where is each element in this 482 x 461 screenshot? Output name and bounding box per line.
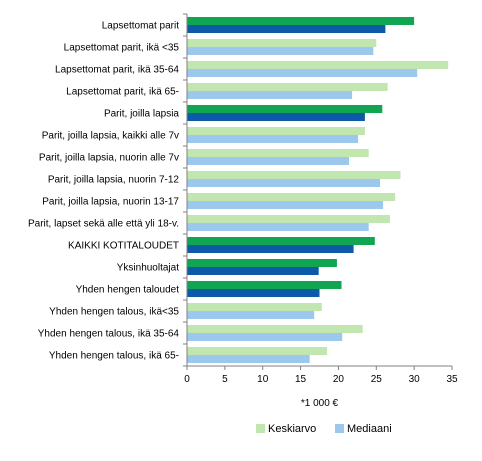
- legend-swatch: [256, 424, 265, 433]
- bar-mediaani: [187, 91, 353, 99]
- category-label: Yhden hengen talous, ikä 35-64: [38, 329, 180, 340]
- legend-swatch: [335, 424, 344, 433]
- bar-keskiarvo: [187, 237, 375, 245]
- x-tick-label: 0: [184, 374, 190, 385]
- bar-keskiarvo: [187, 61, 449, 69]
- bar-keskiarvo: [187, 259, 337, 267]
- x-tick-label: 35: [446, 374, 458, 385]
- bar-mediaani: [187, 245, 354, 253]
- bar-mediaani: [187, 25, 386, 33]
- category-label: Parit, joilla lapsia: [104, 109, 179, 120]
- bar-keskiarvo: [187, 347, 328, 355]
- bar-keskiarvo: [187, 149, 369, 157]
- bar-mediaani: [187, 201, 384, 209]
- category-label: KAIKKI KOTITALOUDET: [68, 241, 179, 252]
- bar-mediaani: [187, 333, 343, 341]
- bar-keskiarvo: [187, 171, 401, 179]
- category-label: Lapsettomat parit: [102, 21, 179, 32]
- category-label: Lapsettomat parit, ikä 65-: [66, 87, 179, 98]
- bar-mediaani: [187, 355, 310, 363]
- bar-mediaani: [187, 179, 381, 187]
- bar-keskiarvo: [187, 193, 396, 201]
- bar-keskiarvo: [187, 39, 377, 47]
- bar-keskiarvo: [187, 17, 415, 25]
- legend-label: Mediaani: [347, 423, 392, 435]
- x-tick-label: 10: [257, 374, 269, 385]
- x-tick-label: 5: [222, 374, 228, 385]
- category-label: Yksinhuoltajat: [117, 263, 179, 274]
- bar-keskiarvo: [187, 83, 388, 91]
- bar-mediaani: [187, 311, 315, 319]
- bar-mediaani: [187, 267, 319, 275]
- bar-keskiarvo: [187, 303, 322, 311]
- bar-mediaani: [187, 289, 320, 297]
- category-label: Parit, lapset sekä alle että yli 18-v.: [28, 219, 179, 230]
- category-label: Lapsettomat parit, ikä 35-64: [55, 65, 179, 76]
- category-label: Lapsettomat parit, ikä <35: [64, 43, 180, 54]
- bar-layer: [187, 17, 449, 363]
- bar-keskiarvo: [187, 105, 383, 113]
- bar-mediaani: [187, 135, 359, 143]
- bar-keskiarvo: [187, 281, 342, 289]
- category-label: Yhden hengen taloudet: [76, 285, 180, 296]
- category-label: Yhden hengen talous, ikä 65-: [49, 351, 179, 362]
- bar-keskiarvo: [187, 325, 363, 333]
- x-tick-label: 25: [371, 374, 383, 385]
- category-label: Parit, joilla lapsia, nuorin 7-12: [48, 175, 180, 186]
- category-label: Yhden hengen talous, ikä<35: [49, 307, 179, 318]
- legend: Keskiarvo Mediaani: [256, 423, 392, 435]
- legend-label: Keskiarvo: [268, 423, 316, 435]
- bar-keskiarvo: [187, 215, 390, 223]
- x-tick-label: 30: [409, 374, 421, 385]
- x-axis: 0 5 10 15 20 25 30 35: [183, 13, 458, 385]
- bar-mediaani: [187, 47, 374, 55]
- bar-mediaani: [187, 157, 349, 165]
- bar-mediaani: [187, 69, 418, 77]
- x-tick-label: 20: [333, 374, 345, 385]
- x-axis-title: *1 000 €: [301, 398, 339, 409]
- bar-mediaani: [187, 113, 365, 121]
- x-tick-label: 15: [295, 374, 307, 385]
- category-label: Parit, joilla lapsia, kaikki alle 7v: [42, 131, 179, 142]
- category-label: Parit, joilla lapsia, nuorin 13-17: [42, 197, 179, 208]
- category-label: Parit, joilla lapsia, nuorin alle 7v: [39, 153, 179, 164]
- category-labels: Lapsettomat parit Lapsettomat parit, ikä …: [28, 21, 179, 362]
- bar-keskiarvo: [187, 127, 365, 135]
- bar-mediaani: [187, 223, 369, 231]
